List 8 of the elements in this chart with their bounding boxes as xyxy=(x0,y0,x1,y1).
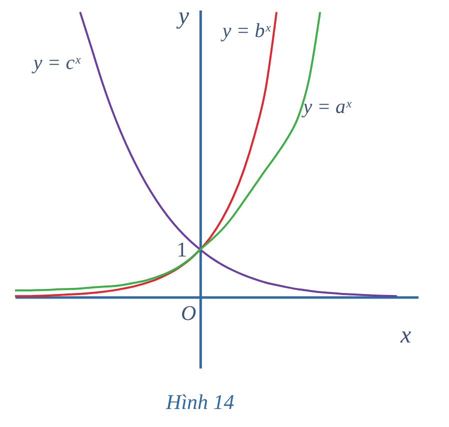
annotation: 1 xyxy=(176,238,188,262)
text: Hình 14 xyxy=(165,390,235,414)
series-label: y = bˣ xyxy=(220,20,272,42)
series-label: y = aˣ xyxy=(301,96,353,118)
text: O xyxy=(180,300,196,325)
y-axis-title: y xyxy=(176,4,190,30)
series-label: y = cˣ xyxy=(31,52,82,74)
x-axis-title: x xyxy=(400,322,412,348)
